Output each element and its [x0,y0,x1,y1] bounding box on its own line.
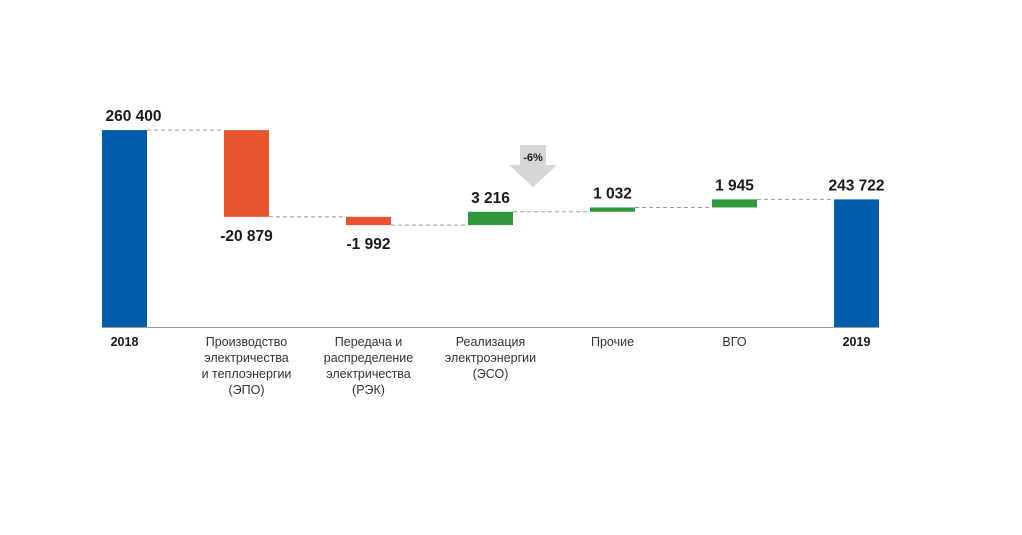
value-label: 260 400 [105,108,161,125]
category-label: Реализация электроэнергии (ЭСО) [445,335,536,381]
category-label: Передача и распределение электричества (РЭК… [324,335,414,397]
category-label: Производство электричества и теплоэнергии(… [202,335,292,397]
category-label: ВГО [722,335,746,349]
category-label: 2018 [111,335,139,349]
bar-2019 [834,199,879,327]
bar-прочие [590,207,635,212]
bars [102,130,879,327]
value-label: 1 945 [715,177,754,194]
value-labels: 260 400 -20 879 -1 992 3 216 1 032 1 945 243 7… [105,108,884,253]
value-label: 1 032 [593,185,632,202]
bar-вго [712,199,757,208]
bar-реализация [468,211,513,226]
category-label: 2019 [843,335,871,349]
change-badge: -6% [509,145,557,187]
value-label: -20 879 [220,228,273,245]
value-label: -1 992 [347,236,391,253]
connector-lines [147,129,834,226]
category-labels: 2018 Производство электричества и теплоэнер… [111,335,871,397]
bar-производство [224,130,269,217]
value-label: 3 216 [471,190,510,207]
category-label: Прочие [591,335,634,349]
bar-2018 [102,130,147,327]
change-percent-label: -6% [523,152,543,164]
value-label: 243 722 [828,177,884,194]
bar-передача-и [346,216,391,226]
down-arrow-icon [509,145,557,187]
